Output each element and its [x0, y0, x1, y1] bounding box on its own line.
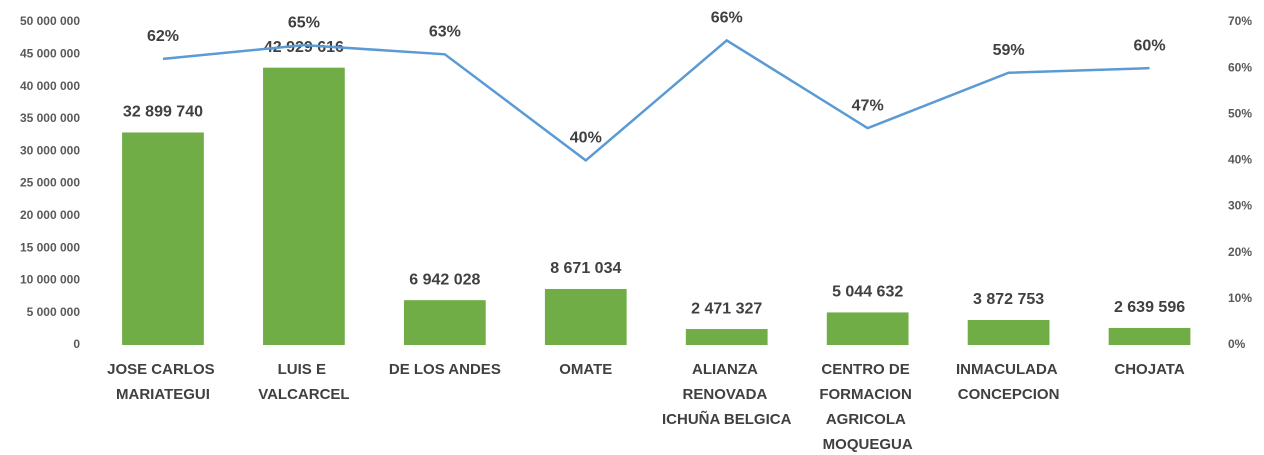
bar-value-label: 5 044 632 — [832, 284, 903, 301]
y2-tick-label: 50% — [1228, 106, 1252, 120]
bar — [685, 329, 768, 345]
bar-value-label: 3 872 753 — [973, 291, 1044, 308]
y-tick-label: 40 000 000 — [20, 79, 80, 93]
bar — [122, 132, 204, 345]
bar — [967, 319, 1050, 345]
y-tick-label: 10 000 000 — [20, 273, 80, 287]
x-tick-label: ALIANZA RENOVADA ICHUÑA BELGICA — [662, 361, 792, 428]
bar-value-label: 2 639 596 — [1114, 299, 1185, 316]
x-tick-label: OMATE — [559, 361, 612, 378]
bar — [403, 300, 486, 345]
bar — [263, 67, 345, 345]
line-value-label: 59% — [993, 42, 1025, 59]
line-value-label: 40% — [570, 130, 602, 147]
y-tick-label: 15 000 000 — [20, 240, 80, 254]
y2-tick-label: 30% — [1228, 199, 1252, 213]
y-tick-label: 50 000 000 — [20, 14, 80, 28]
y2-tick-label: 0% — [1228, 337, 1246, 351]
y2-tick-label: 60% — [1228, 60, 1252, 74]
line-value-label: 60% — [1134, 37, 1166, 54]
line-value-label: 63% — [429, 24, 461, 41]
bar-value-label: 32 899 740 — [123, 104, 203, 121]
y2-tick-label: 20% — [1228, 245, 1252, 259]
line-value-label: 62% — [147, 28, 179, 45]
y2-tick-label: 10% — [1228, 291, 1252, 305]
line — [162, 38, 1150, 163]
y-tick-label: 45 000 000 — [20, 46, 80, 60]
y2-tick-label: 70% — [1228, 14, 1252, 28]
y-tick-label: 30 000 000 — [20, 143, 80, 157]
y-tick-label: 20 000 000 — [20, 208, 80, 222]
y2-tick-label: 40% — [1228, 153, 1252, 167]
x-tick-label: JOSE CARLOS MARIATEGUI — [107, 361, 219, 403]
bar-value-label: 2 471 327 — [691, 300, 762, 317]
x-tick-label: INMACULADA CONCEPCION — [956, 361, 1061, 403]
x-tick-label: DE LOS ANDES — [389, 361, 501, 378]
bar — [826, 312, 909, 345]
y-tick-label: 0 — [73, 337, 80, 351]
x-tick-label: CHOJATA — [1114, 361, 1184, 378]
x-tick-label: LUIS E VALCARCEL — [258, 361, 349, 403]
bar-value-label: 6 942 028 — [409, 271, 480, 288]
y-tick-label: 35 000 000 — [20, 111, 80, 125]
line-value-label: 66% — [711, 10, 743, 27]
y-tick-label: 25 000 000 — [20, 176, 80, 190]
bar-value-label: 8 671 034 — [550, 260, 621, 277]
line-value-label: 47% — [852, 97, 884, 114]
bar — [1108, 327, 1191, 345]
bar-value-label: 42 929 616 — [264, 39, 344, 56]
y-tick-label: 5 000 000 — [27, 305, 81, 319]
x-tick-label: CENTRO DE FORMACION AGRICOLA MOQUEGUA — [819, 361, 916, 453]
line-value-label: 65% — [288, 14, 320, 31]
bar — [544, 288, 627, 345]
